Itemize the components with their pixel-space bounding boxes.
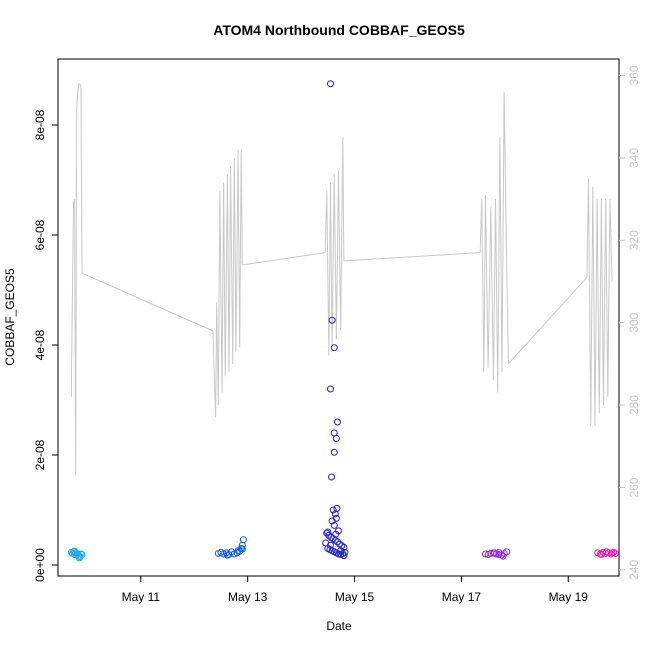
data-point bbox=[487, 549, 495, 557]
right-y-axis: 240 260 280 300 320 340 360 bbox=[619, 65, 641, 580]
data-point bbox=[503, 548, 511, 556]
secondary-line-segment bbox=[70, 83, 83, 476]
chart-title: ATOM4 Northbound COBBAF_GEOS5 bbox=[213, 22, 465, 38]
data-point bbox=[330, 448, 338, 456]
x-tick-label: May 15 bbox=[335, 590, 375, 604]
data-point bbox=[340, 552, 348, 560]
data-point bbox=[603, 548, 611, 556]
x-axis: May 11 May 13 May 15 May 17 May 19 bbox=[122, 576, 589, 604]
data-point bbox=[341, 548, 349, 556]
data-point bbox=[239, 536, 247, 544]
data-point bbox=[499, 552, 507, 560]
data-point bbox=[333, 538, 341, 546]
plot-frame bbox=[57, 58, 620, 577]
data-point bbox=[332, 435, 340, 442]
y2-tick-label: 360 bbox=[627, 65, 641, 85]
y-tick-label: 2e-08 bbox=[33, 439, 47, 470]
data-point bbox=[326, 80, 334, 88]
data-point bbox=[332, 530, 340, 538]
secondary-line-connector bbox=[242, 252, 326, 266]
secondary-line-connector bbox=[343, 252, 481, 262]
line-series-group bbox=[70, 83, 613, 476]
data-point bbox=[491, 549, 499, 557]
data-point bbox=[328, 316, 336, 324]
data-point bbox=[323, 529, 331, 537]
data-point bbox=[611, 549, 619, 557]
data-point bbox=[71, 547, 79, 555]
data-point bbox=[597, 551, 605, 559]
data-point bbox=[495, 551, 503, 559]
data-point bbox=[331, 510, 339, 518]
data-point bbox=[326, 385, 334, 393]
secondary-line-segment bbox=[324, 137, 345, 356]
secondary-line-segment bbox=[479, 91, 509, 393]
y2-tick-label: 280 bbox=[627, 395, 641, 415]
data-point bbox=[608, 549, 616, 557]
data-point bbox=[326, 541, 334, 549]
secondary-line-segment bbox=[586, 178, 613, 426]
y-tick-label: 0e+00 bbox=[33, 548, 47, 582]
data-point bbox=[238, 545, 246, 553]
y2-tick-label: 300 bbox=[627, 312, 641, 332]
y2-tick-label: 340 bbox=[627, 148, 641, 168]
x-tick-label: May 19 bbox=[549, 590, 589, 604]
data-point bbox=[329, 506, 337, 514]
x-tick-label: May 17 bbox=[442, 590, 482, 604]
data-point bbox=[330, 344, 338, 352]
data-point bbox=[481, 550, 489, 558]
y-tick-label: 4e-08 bbox=[33, 329, 47, 360]
data-point bbox=[333, 418, 341, 426]
data-point bbox=[336, 540, 344, 548]
secondary-line-segment bbox=[212, 149, 243, 418]
data-point bbox=[325, 531, 333, 539]
data-point bbox=[324, 528, 332, 536]
data-point bbox=[337, 547, 345, 555]
x-tick-label: May 11 bbox=[122, 590, 161, 604]
left-y-axis: 0e+00 2e-08 4e-08 6e-08 8e-08 bbox=[33, 109, 58, 582]
y-tick-label: 6e-08 bbox=[33, 219, 47, 250]
secondary-line-connector bbox=[81, 272, 214, 332]
data-point bbox=[234, 547, 242, 555]
y2-tick-label: 260 bbox=[627, 477, 641, 497]
scatter-series-group bbox=[67, 80, 619, 562]
data-point bbox=[330, 521, 338, 529]
data-point bbox=[328, 473, 336, 481]
x-axis-label: Date bbox=[326, 619, 352, 633]
y-tick-label: 8e-08 bbox=[33, 109, 47, 140]
data-point bbox=[78, 551, 86, 559]
x-tick-label: May 13 bbox=[228, 590, 268, 604]
data-point bbox=[223, 551, 231, 559]
data-point bbox=[338, 542, 346, 550]
y2-tick-label: 320 bbox=[627, 230, 641, 250]
y-axis-label: COBBAF_GEOS5 bbox=[3, 268, 17, 366]
data-point bbox=[328, 517, 336, 525]
y2-tick-label: 240 bbox=[627, 559, 641, 579]
secondary-line-connector bbox=[508, 276, 588, 365]
